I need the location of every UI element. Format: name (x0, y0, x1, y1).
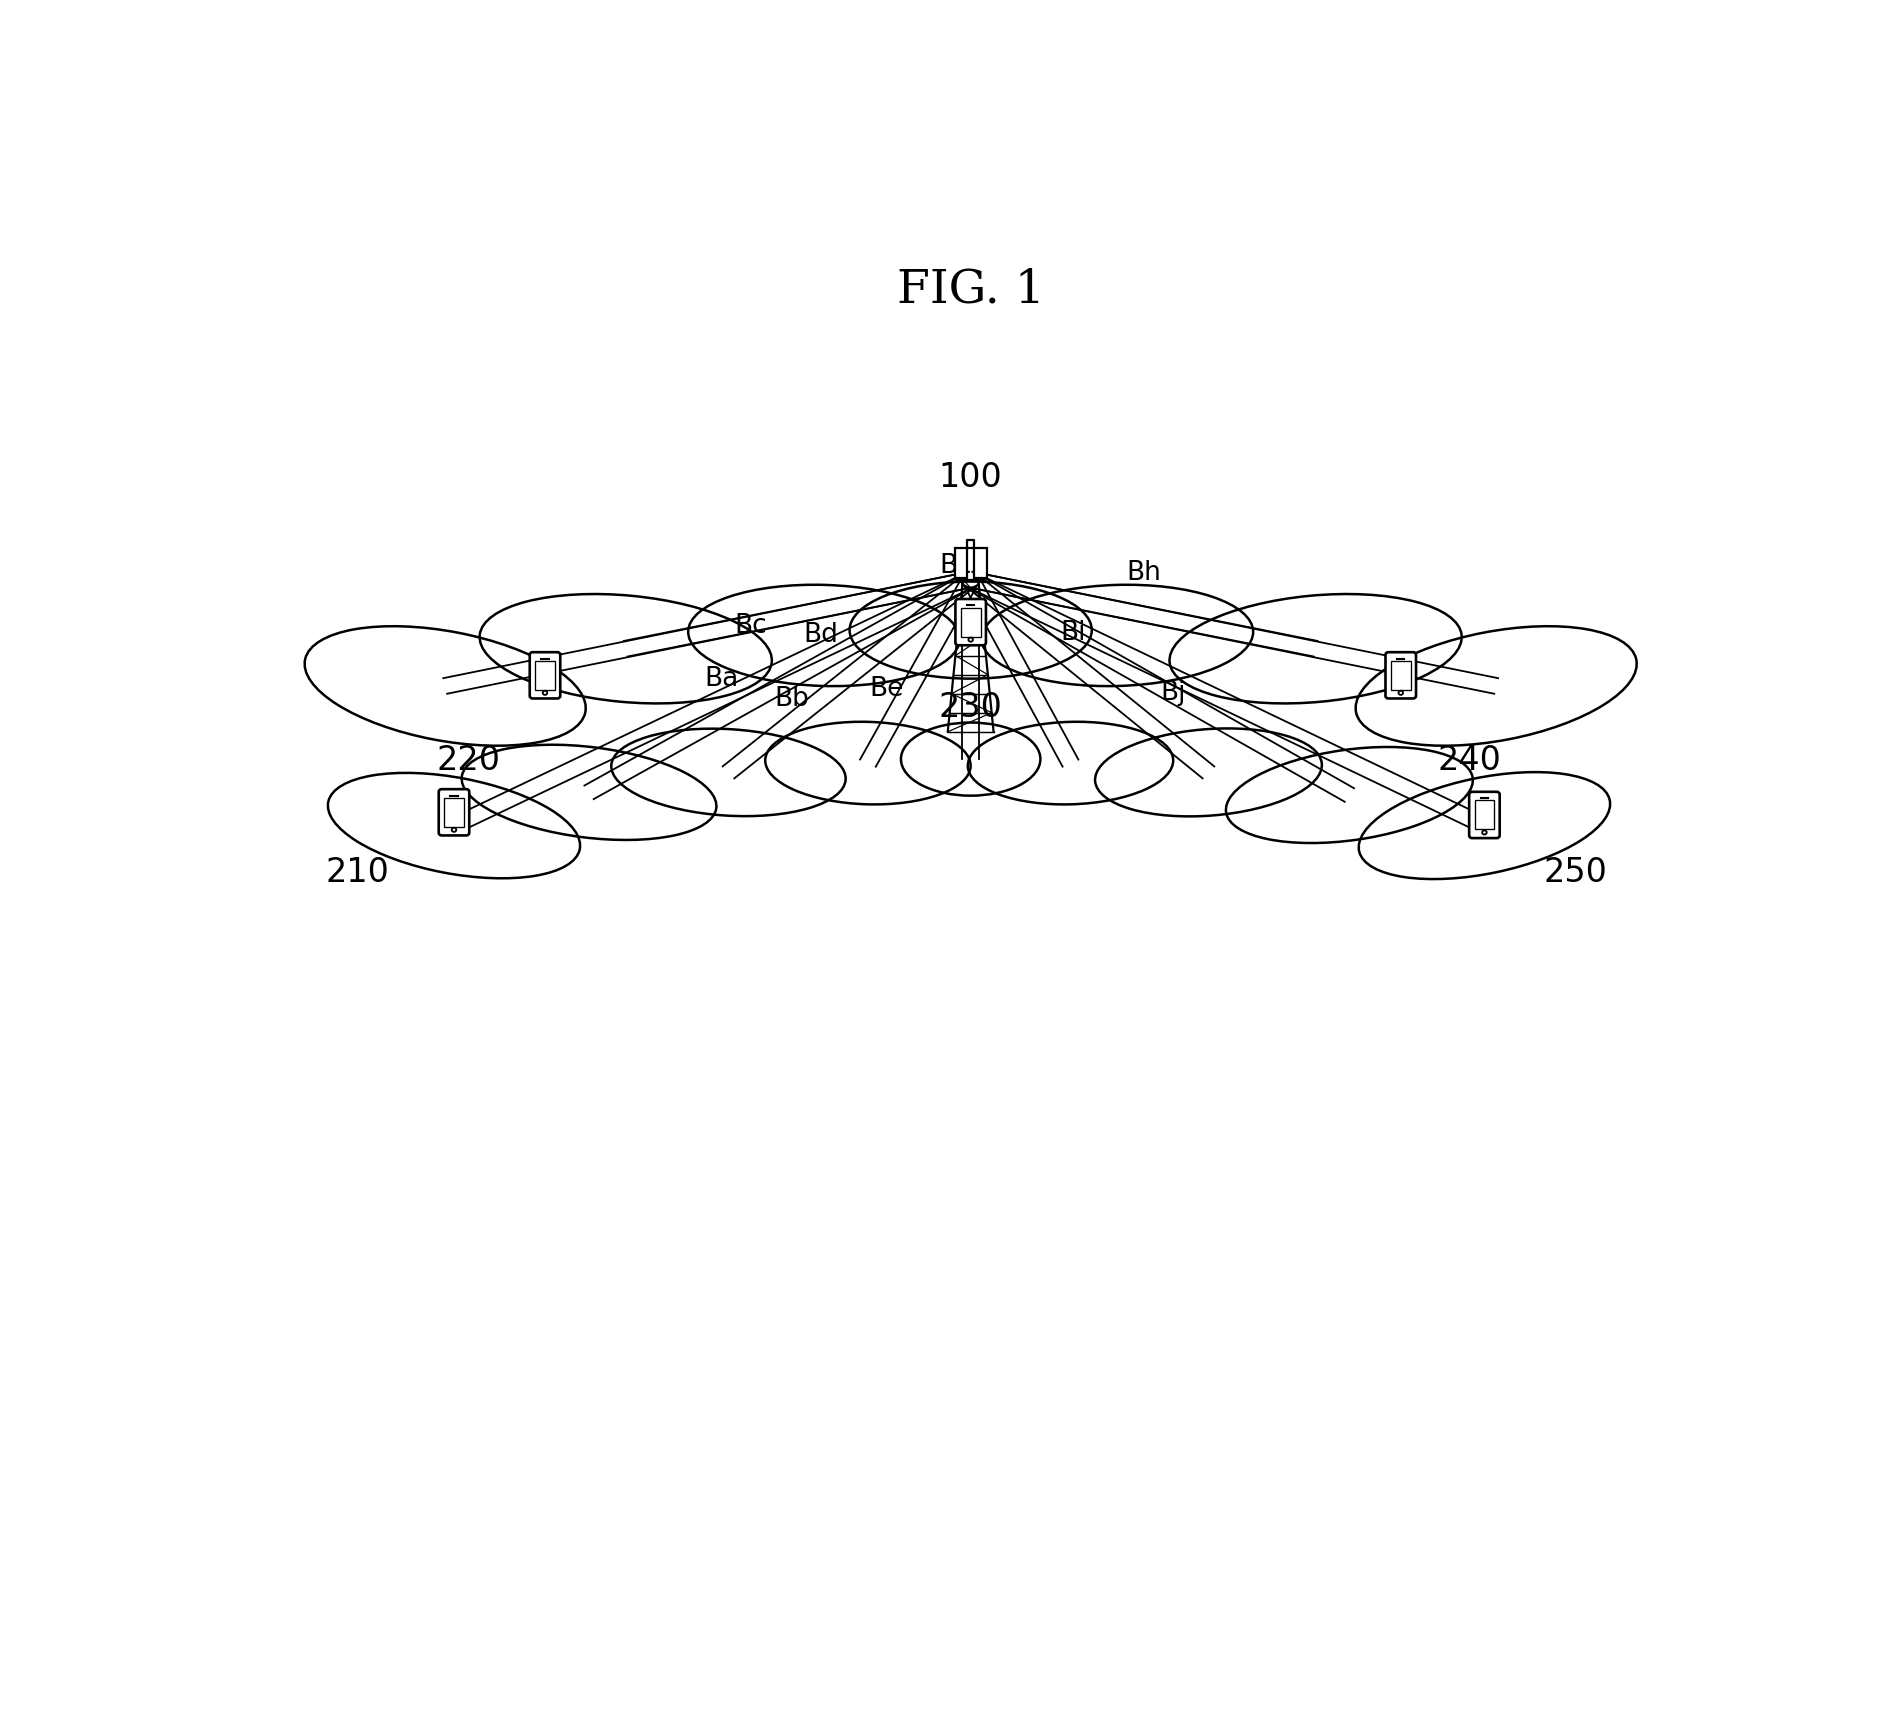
Text: Bc: Bc (735, 613, 767, 639)
Text: Be: Be (869, 675, 903, 701)
FancyBboxPatch shape (443, 798, 464, 827)
FancyBboxPatch shape (960, 608, 981, 637)
FancyBboxPatch shape (975, 549, 987, 577)
FancyBboxPatch shape (1390, 661, 1411, 689)
FancyBboxPatch shape (1475, 800, 1494, 829)
FancyBboxPatch shape (1470, 791, 1500, 838)
Text: Bd: Bd (803, 622, 839, 648)
FancyBboxPatch shape (955, 599, 987, 646)
Text: 250: 250 (1544, 857, 1608, 889)
Text: 230: 230 (939, 691, 1002, 724)
FancyBboxPatch shape (955, 549, 966, 577)
Text: FIG. 1: FIG. 1 (896, 268, 1045, 313)
Text: Bj: Bj (1161, 680, 1186, 706)
FancyBboxPatch shape (439, 789, 470, 836)
Text: 100: 100 (939, 461, 1002, 494)
Text: Ba: Ba (705, 667, 739, 693)
Text: Bb: Bb (775, 686, 809, 712)
Text: 220: 220 (438, 744, 500, 777)
Text: Bf: Bf (939, 553, 966, 579)
FancyBboxPatch shape (530, 653, 561, 698)
Text: 240: 240 (1438, 744, 1502, 777)
FancyBboxPatch shape (1386, 653, 1417, 698)
Text: Bi: Bi (1061, 620, 1085, 646)
Text: 210: 210 (326, 857, 388, 889)
Text: Bh: Bh (1127, 560, 1161, 585)
FancyBboxPatch shape (536, 661, 555, 689)
